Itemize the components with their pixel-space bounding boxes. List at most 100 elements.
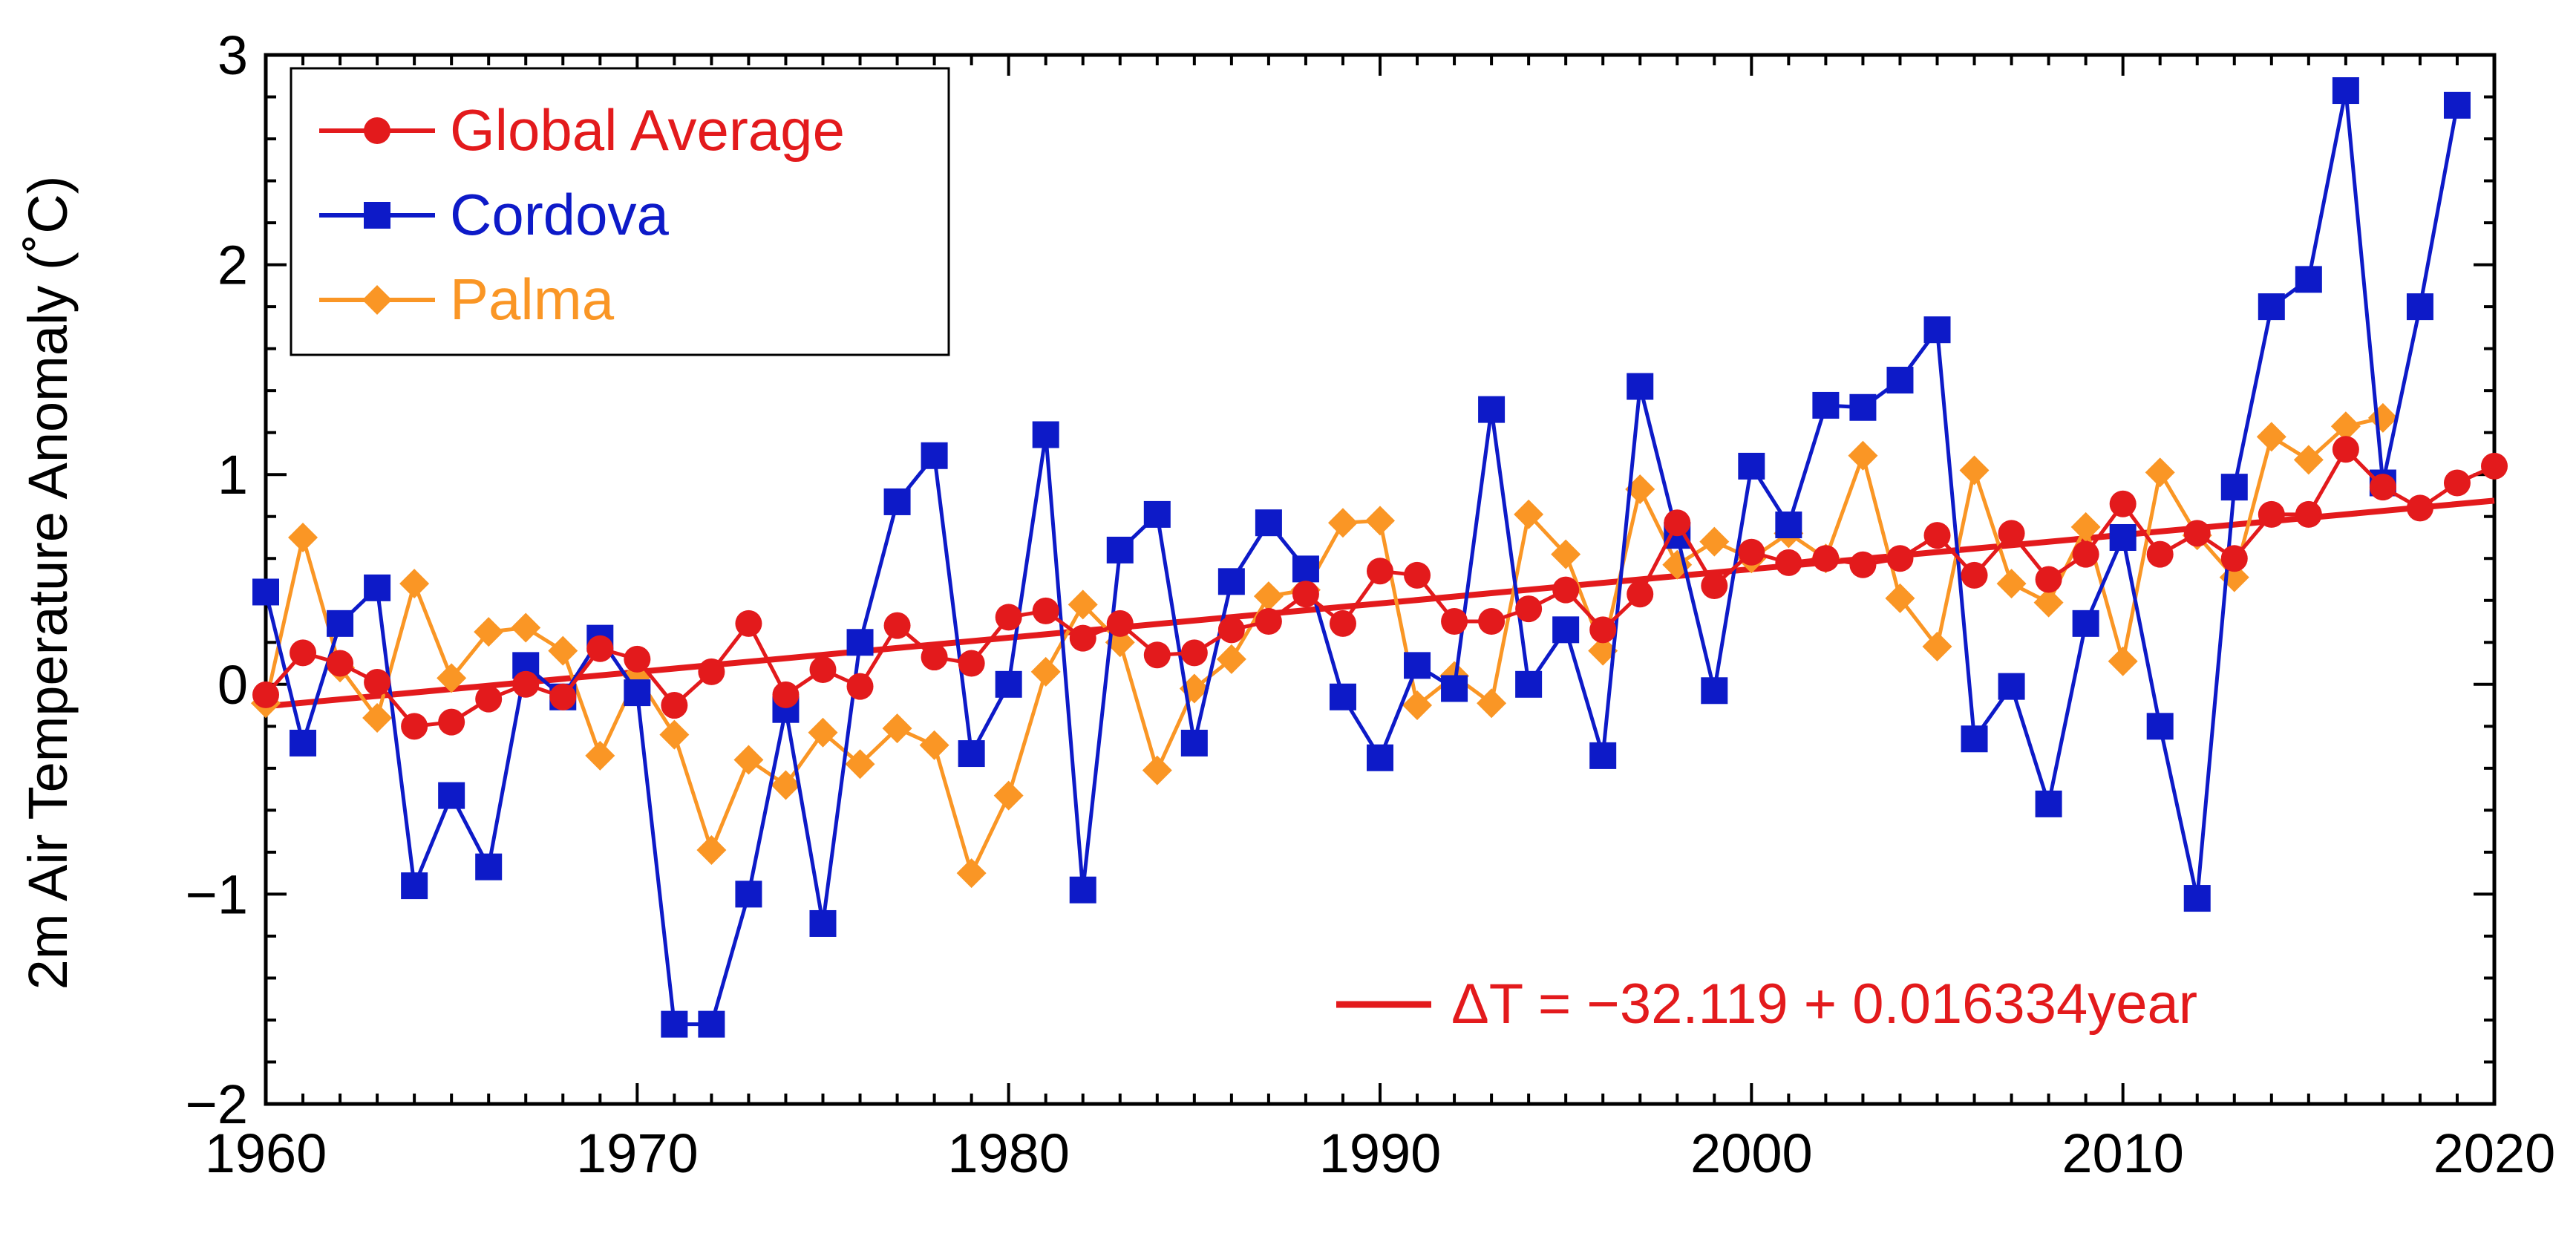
data-point-palma xyxy=(1402,690,1433,721)
data-point-cordova xyxy=(1961,725,1988,753)
data-point-palma xyxy=(2070,512,2101,542)
legend: Global Average Cordova Palma xyxy=(290,67,950,356)
axis-labels: 2m Air Temperature Anomaly (˚C) xyxy=(17,176,79,990)
data-point-cordova xyxy=(327,610,354,637)
y-tick-label: 2 xyxy=(218,235,248,296)
data-point-palma xyxy=(474,617,504,647)
data-point-global-average xyxy=(1775,549,1802,576)
data-point-palma xyxy=(659,719,690,750)
y-tick-label: 0 xyxy=(218,654,248,716)
series-line-global-average xyxy=(264,447,2496,728)
data-point-palma xyxy=(2145,457,2175,488)
data-point-global-average xyxy=(252,681,279,708)
data-point-global-average xyxy=(1032,597,1059,624)
data-point-global-average xyxy=(809,656,837,684)
x-tick-label: 1970 xyxy=(576,1123,699,1184)
y-axis-label: 2m Air Temperature Anomaly (˚C) xyxy=(17,176,79,990)
data-point-palma xyxy=(2256,422,2286,452)
legend-label-cordova: Cordova xyxy=(450,182,669,247)
data-point-palma xyxy=(882,713,912,744)
data-point-palma xyxy=(993,780,1024,811)
data-point-cordova xyxy=(1069,876,1096,903)
data-point-palma xyxy=(548,635,578,666)
data-point-cordova xyxy=(1552,616,1580,644)
data-point-cordova xyxy=(1849,393,1877,421)
data-point-cordova xyxy=(1775,512,1802,539)
data-point-cordova xyxy=(1589,742,1617,769)
data-point-palma xyxy=(733,745,764,775)
x-tick-label: 1980 xyxy=(947,1123,1070,1184)
y-tick-label: −1 xyxy=(186,863,248,925)
legend-label-global-average: Global Average xyxy=(450,97,845,163)
data-point-cordova xyxy=(1812,391,1840,419)
data-point-palma xyxy=(1588,635,1618,666)
data-point-palma xyxy=(808,717,838,748)
data-point-global-average xyxy=(661,692,688,719)
data-point-cordova xyxy=(1367,744,1393,771)
data-point-global-average xyxy=(1849,551,1877,578)
data-point-cordova xyxy=(1106,536,1134,563)
data-point-cordova xyxy=(290,729,317,757)
data-point-global-average xyxy=(327,650,354,677)
data-point-global-average xyxy=(1701,572,1728,599)
data-point-global-average xyxy=(1886,545,1914,572)
data-point-global-average xyxy=(1106,610,1134,637)
data-point-palma xyxy=(1551,539,1581,569)
data-point-global-average xyxy=(1589,616,1617,644)
y-tick-label: 1 xyxy=(218,444,248,506)
data-point-cordova xyxy=(1404,652,1431,679)
data-point-global-average xyxy=(2481,452,2508,480)
data-point-cordova xyxy=(1478,396,1506,423)
data-point-cordova xyxy=(2295,266,2322,293)
x-tick-label: 1990 xyxy=(1319,1123,1442,1184)
data-point-global-average xyxy=(1069,624,1096,652)
data-point-cordova xyxy=(252,578,279,606)
data-point-global-average xyxy=(1478,608,1506,635)
data-point-global-average xyxy=(1217,616,1245,644)
data-point-global-average xyxy=(883,612,911,639)
data-point-global-average xyxy=(1961,561,1988,589)
x-tick-label: 1960 xyxy=(205,1123,327,1184)
data-point-cordova xyxy=(2183,885,2211,912)
x-tick-label: 2020 xyxy=(2433,1123,2556,1184)
data-point-global-average xyxy=(2146,540,2174,568)
data-point-palma xyxy=(1253,581,1284,612)
data-point-global-average xyxy=(438,708,465,736)
data-point-cordova xyxy=(2146,713,2174,740)
legend-box xyxy=(290,67,950,356)
data-point-palma xyxy=(696,835,727,866)
data-point-global-average xyxy=(1812,545,1840,572)
data-point-cordova xyxy=(1738,452,1765,480)
axis-ticks: 1960 1970 1980 1990 2000 2010 2020 −2 −1 0 1 2 3 xyxy=(186,24,2556,1184)
data-point-cordova xyxy=(1329,683,1356,710)
data-point-cordova xyxy=(2258,293,2285,321)
x-tick-label: 2010 xyxy=(2062,1123,2184,1184)
data-point-cordova xyxy=(624,679,651,707)
data-point-cordova xyxy=(846,629,874,656)
data-point-global-average xyxy=(1998,520,2025,547)
data-point-cordova xyxy=(1627,373,1654,400)
series-cordova xyxy=(252,77,2471,1038)
data-point-global-average xyxy=(1367,558,1393,585)
data-point-palma xyxy=(845,749,875,780)
data-point-cordova xyxy=(2443,91,2471,119)
data-point-global-average xyxy=(2183,520,2211,547)
data-point-global-average xyxy=(1329,610,1356,637)
data-point-cordova xyxy=(2072,610,2099,637)
data-point-cordova xyxy=(661,1010,688,1038)
data-point-global-average xyxy=(1738,538,1765,566)
data-point-cordova xyxy=(1998,673,2025,700)
data-point-global-average xyxy=(1404,561,1431,589)
data-point-global-average xyxy=(735,610,762,637)
legend-label-palma: Palma xyxy=(450,267,615,332)
data-point-global-average xyxy=(1180,639,1208,667)
data-point-cordova xyxy=(883,488,911,515)
data-point-global-average xyxy=(995,604,1022,631)
data-point-global-average xyxy=(401,713,428,740)
data-point-global-average xyxy=(549,683,577,710)
data-point-global-average xyxy=(512,670,540,698)
data-point-cordova xyxy=(475,853,503,880)
data-point-cordova xyxy=(2035,790,2062,817)
